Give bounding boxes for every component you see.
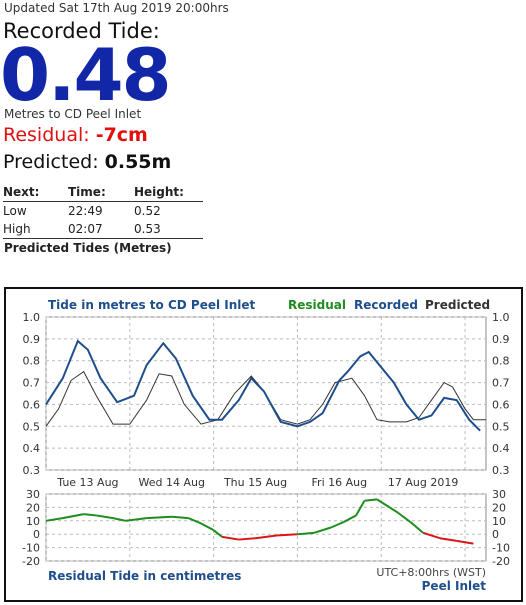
y-tick-label: 0.9	[492, 333, 510, 346]
residual-series-segment	[146, 515, 172, 520]
residual-series-segment	[238, 537, 256, 541]
y-tick-label: -10	[492, 542, 510, 555]
residual-series-segment	[389, 506, 399, 514]
y-tick-label: 1.0	[492, 311, 510, 324]
tide-height: 0.52	[134, 204, 161, 218]
residual-series-segment	[355, 500, 366, 516]
units-text: Metres to CD Peel Inlet	[4, 107, 142, 121]
residual-series-segment	[171, 515, 189, 520]
recorded-tide-value: 0.48	[0, 33, 172, 117]
tide-time: 22:49	[68, 204, 103, 218]
y-tick-label: 0	[492, 528, 499, 541]
predicted-tides-caption: Predicted Tides (Metres)	[4, 241, 172, 255]
y-tick-label: 0.3	[23, 464, 41, 477]
residual-series-segment	[45, 517, 63, 522]
y-tick-label: 0.6	[492, 398, 510, 411]
residual-series-segment	[212, 529, 223, 538]
residual-series-segment	[221, 535, 239, 541]
y-tick-label: 30	[492, 488, 506, 501]
y-tick-label: 0.7	[23, 377, 41, 390]
predicted-label: Predicted:	[3, 151, 105, 173]
tide-type: Low	[3, 204, 27, 218]
x-tick-label: Tue 13 Aug	[56, 476, 118, 489]
tide-chart: 1.0 1.0 0.9 0.9 0.8 0.8 0.7 0.7 0.6 0.6 0.5 0.5 0.4 0…	[4, 287, 523, 602]
location-label: Peel Inlet	[422, 579, 487, 593]
y-tick-label: 0.3	[492, 464, 510, 477]
residual-series-segment	[343, 514, 357, 524]
residual-series-segment	[422, 531, 441, 540]
residual-series-segment	[200, 522, 215, 532]
residual-series-segment	[62, 513, 84, 520]
y-tick-label: 0.8	[23, 355, 41, 368]
residual-chart-title: Residual Tide in centimetres	[48, 569, 241, 583]
residual-series-segment	[397, 511, 412, 523]
residual-series-segment	[409, 521, 424, 534]
legend-predicted: Predicted	[425, 298, 490, 312]
x-tick-label: 17 Aug 2019	[388, 476, 458, 489]
x-tick-label: Thu 15 Aug	[223, 476, 287, 489]
residual-value: -7cm	[95, 124, 148, 146]
y-tick-label: -20	[492, 555, 510, 568]
predicted-value: 0.55m	[104, 151, 172, 173]
next-tides-header-row: Next: Time: Height:	[3, 184, 203, 202]
y-tick-label: 0.7	[492, 377, 510, 390]
y-tick-label: -10	[22, 542, 40, 555]
updated-timestamp: Updated Sat 17th Aug 2019 20:00hrs	[4, 1, 229, 15]
residual-series-segment	[276, 533, 298, 537]
legend-residual: Residual	[288, 298, 346, 312]
residual-plot-area	[45, 493, 487, 562]
tide-chart-svg: 1.0 1.0 0.9 0.9 0.8 0.8 0.7 0.7 0.6 0.6 0.5 0.5 0.4 0…	[22, 298, 510, 593]
residual-series-segment	[112, 517, 126, 522]
header-time: Time:	[68, 184, 134, 202]
residual-series-segment	[456, 539, 474, 545]
residual-series-segment	[439, 537, 457, 542]
residual-series-segment	[313, 526, 332, 534]
y-tick-label: 10	[26, 515, 40, 528]
y-tick-label: 0.4	[23, 442, 41, 455]
y-tick-label: 20	[26, 501, 40, 514]
tide-chart-title: Tide in metres to CD Peel Inlet	[48, 298, 256, 312]
y-tick-label: 0.6	[23, 398, 41, 411]
residual-series-segment	[188, 517, 202, 525]
y-tick-label: 20	[492, 501, 506, 514]
x-tick-label: Fri 16 Aug	[312, 476, 368, 489]
residual-label: Residual:	[3, 124, 96, 146]
y-tick-label: 1.0	[23, 311, 41, 324]
y-tick-label: 0	[33, 528, 40, 541]
y-tick-label: 10	[492, 515, 506, 528]
y-tick-label: -20	[22, 555, 40, 568]
y-tick-label: 30	[26, 488, 40, 501]
next-tides-table: Next: Time: Height: Low 22:49 0.52 High …	[3, 184, 203, 239]
residual-series-segment	[364, 498, 378, 502]
residual-series-segment	[255, 534, 277, 540]
y-tick-label: 0.5	[492, 420, 510, 433]
tide-height: 0.53	[134, 220, 203, 239]
residual-series-segment	[96, 514, 114, 520]
y-tick-label: 0.5	[23, 420, 41, 433]
header-height: Height:	[134, 184, 203, 202]
legend-recorded: Recorded	[354, 298, 418, 312]
recorded-tide-label: Recorded Tide:	[3, 19, 160, 43]
recorded-series-line	[45, 339, 481, 432]
predicted-series-line	[45, 370, 486, 427]
tide-type: High	[3, 220, 68, 239]
residual-series-segment	[376, 498, 391, 509]
y-tick-label: 0.4	[492, 442, 510, 455]
residual-readout: Residual: -7cm	[3, 124, 148, 146]
table-row: High 02:07 0.53	[3, 220, 203, 239]
y-tick-label: 0.8	[492, 355, 510, 368]
predicted-readout: Predicted: 0.55m	[3, 151, 171, 173]
table-row: Low 22:49 0.52	[3, 202, 203, 221]
tide-time: 02:07	[68, 220, 134, 239]
y-tick-label: 0.9	[23, 333, 41, 346]
residual-series-segment	[297, 531, 315, 536]
residual-series-segment	[125, 517, 147, 522]
x-tick-label: Wed 14 Aug	[138, 476, 204, 489]
timezone-note: UTC+8:00hrs (WST)	[376, 566, 486, 579]
header-next: Next:	[3, 184, 68, 202]
residual-series-segment	[330, 521, 344, 529]
residual-series-segment	[83, 513, 97, 517]
